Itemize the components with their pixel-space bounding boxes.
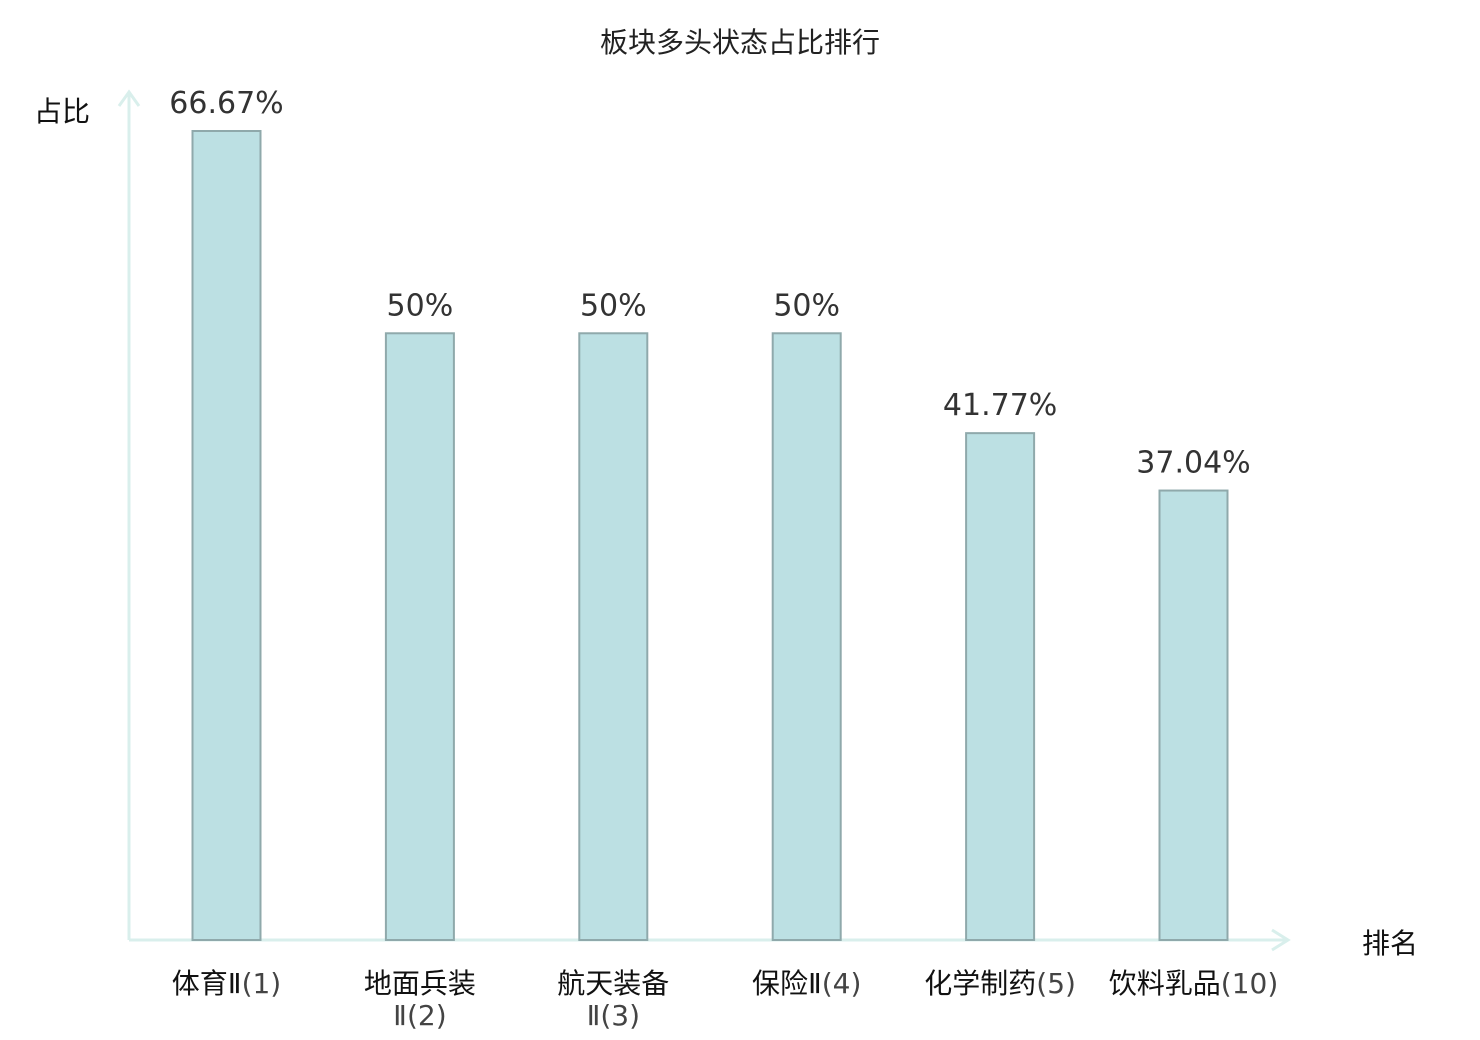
x-tick-label: 航天装备 Ⅱ(3) <box>557 967 669 1032</box>
x-axis-arrow <box>1271 928 1291 952</box>
x-tick-label-rank: (5) <box>1036 967 1076 1000</box>
bar <box>1158 489 1229 941</box>
data-label: 66.67% <box>169 86 283 121</box>
y-axis <box>117 89 141 940</box>
y-axis-label: 占比 <box>34 95 90 128</box>
x-tick-label: 地面兵装 Ⅱ(2) <box>364 967 476 1032</box>
x-tick-label: 化学制药(5) <box>924 967 1076 1000</box>
x-tick-label: 体育Ⅱ(1) <box>172 967 281 1000</box>
bar <box>578 332 649 941</box>
x-tick-label-name: 饮料乳品 <box>1109 967 1221 1000</box>
x-tick-label-rank: Ⅱ(3) <box>587 999 640 1032</box>
x-tick-label-rank: Ⅱ(2) <box>393 999 446 1032</box>
x-axis-label: 排名 <box>1362 927 1418 960</box>
x-tick-label: 饮料乳品(10) <box>1109 967 1279 1000</box>
x-tick-label-name: 体育Ⅱ <box>172 967 242 1000</box>
data-label: 41.77% <box>943 388 1057 423</box>
x-tick-label-rank: (4) <box>822 967 862 1000</box>
category-labels: 体育Ⅱ(1) 地面兵装 Ⅱ(2)航天装备 Ⅱ(3)保险Ⅱ(4) 化学制药(5) 饮料乳品(… <box>172 967 1278 1032</box>
bar <box>965 432 1036 941</box>
bar-series <box>191 130 1229 941</box>
data-label: 50% <box>387 288 454 323</box>
x-tick-label-name: 保险Ⅱ <box>752 967 822 1000</box>
x-tick-label-name: 化学制药 <box>924 967 1036 1000</box>
x-tick-label-rank: (1) <box>242 967 282 1000</box>
bar <box>384 332 455 941</box>
data-label: 50% <box>580 288 647 323</box>
bar <box>771 332 842 941</box>
bar <box>191 130 262 941</box>
x-tick-label-name: 地面兵装 <box>364 967 476 1000</box>
value-labels: 66.67% 50% 50% 50% 41.77% 37.04% <box>169 86 1250 481</box>
y-axis-arrow <box>117 89 141 107</box>
data-label: 37.04% <box>1136 446 1250 481</box>
x-tick-label: 保险Ⅱ(4) <box>752 967 861 1000</box>
data-label: 50% <box>773 288 840 323</box>
x-axis <box>129 928 1291 952</box>
chart-title: 板块多头状态占比排行 <box>600 26 880 59</box>
x-tick-label-rank: (10) <box>1221 967 1278 1000</box>
x-tick-label-name: 航天装备 <box>557 967 669 1000</box>
